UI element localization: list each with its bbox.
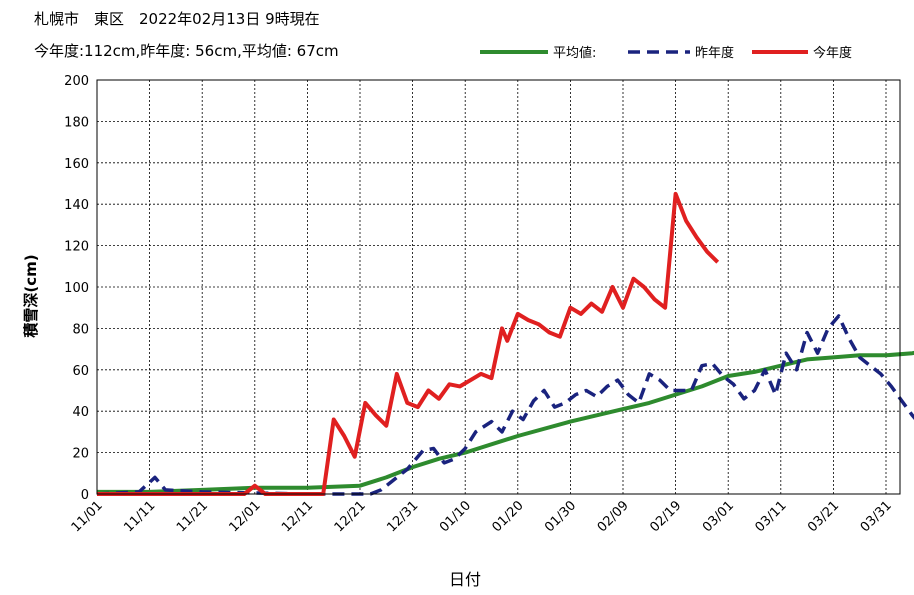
y-tick-label: 180	[64, 115, 89, 130]
chart-subtitle: 今年度:112cm,昨年度: 56cm,平均値: 67cm	[34, 42, 339, 60]
y-tick-label: 20	[72, 447, 89, 462]
y-tick-label: 120	[64, 240, 89, 255]
y-tick-label: 200	[64, 74, 89, 89]
x-tick-label: 12/21	[332, 498, 369, 535]
series-line-2	[96, 314, 914, 496]
plot-frame	[96, 79, 901, 495]
y-tick-label: 140	[64, 198, 89, 213]
x-tick-label: 01/10	[437, 498, 474, 535]
x-tick-label: 11/21	[174, 498, 211, 535]
x-tick-label: 12/31	[384, 498, 421, 535]
chart-title: 札幌市 東区 2022年02月13日 9時現在	[34, 10, 320, 28]
axes: 0 20 40 60 80 100 120 140 160 180 200 11/01 11/11 11/…	[64, 74, 901, 535]
x-tick-label: 03/01	[700, 498, 737, 535]
legend: 平均値: 昨年度 今年度	[480, 45, 852, 61]
x-tick-label: 12/11	[279, 498, 316, 535]
y-tick-label: 0	[81, 488, 89, 503]
series-group	[96, 191, 914, 496]
y-axis-label: 積雪深(cm)	[22, 254, 40, 338]
legend-label-3: 今年度	[813, 45, 852, 61]
y-tick-label: 100	[64, 281, 89, 296]
legend-label-2: 昨年度	[695, 45, 734, 61]
x-axis-label: 日付	[449, 570, 481, 589]
x-tick-label: 03/11	[753, 498, 790, 535]
legend-label-1: 平均値:	[553, 45, 596, 61]
x-tick-label: 02/19	[647, 498, 684, 535]
series-line-1	[97, 350, 914, 494]
series-line-3	[97, 191, 720, 496]
x-tick-label: 01/30	[542, 498, 579, 535]
x-tick-label: 03/31	[858, 498, 895, 535]
grid	[97, 80, 900, 494]
y-tick-label: 60	[72, 364, 89, 379]
x-tick-label: 01/20	[490, 498, 527, 535]
x-tick-label: 12/01	[227, 498, 264, 535]
y-tick-label: 40	[72, 405, 89, 420]
y-tick-label: 160	[64, 157, 89, 172]
x-tick-label: 11/11	[121, 498, 158, 535]
x-tick-label: 02/09	[595, 498, 632, 535]
y-tick-label: 80	[72, 322, 89, 337]
x-tick-label: 03/21	[805, 498, 842, 535]
x-tick-label: 11/01	[69, 498, 106, 535]
